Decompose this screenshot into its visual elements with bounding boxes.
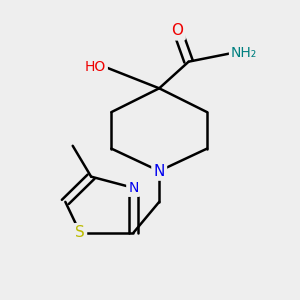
Text: NH₂: NH₂ [231, 46, 257, 60]
Text: S: S [75, 225, 85, 240]
Text: O: O [172, 23, 184, 38]
Text: HO: HO [85, 60, 106, 74]
Text: N: N [128, 181, 139, 195]
Text: N: N [154, 164, 165, 178]
